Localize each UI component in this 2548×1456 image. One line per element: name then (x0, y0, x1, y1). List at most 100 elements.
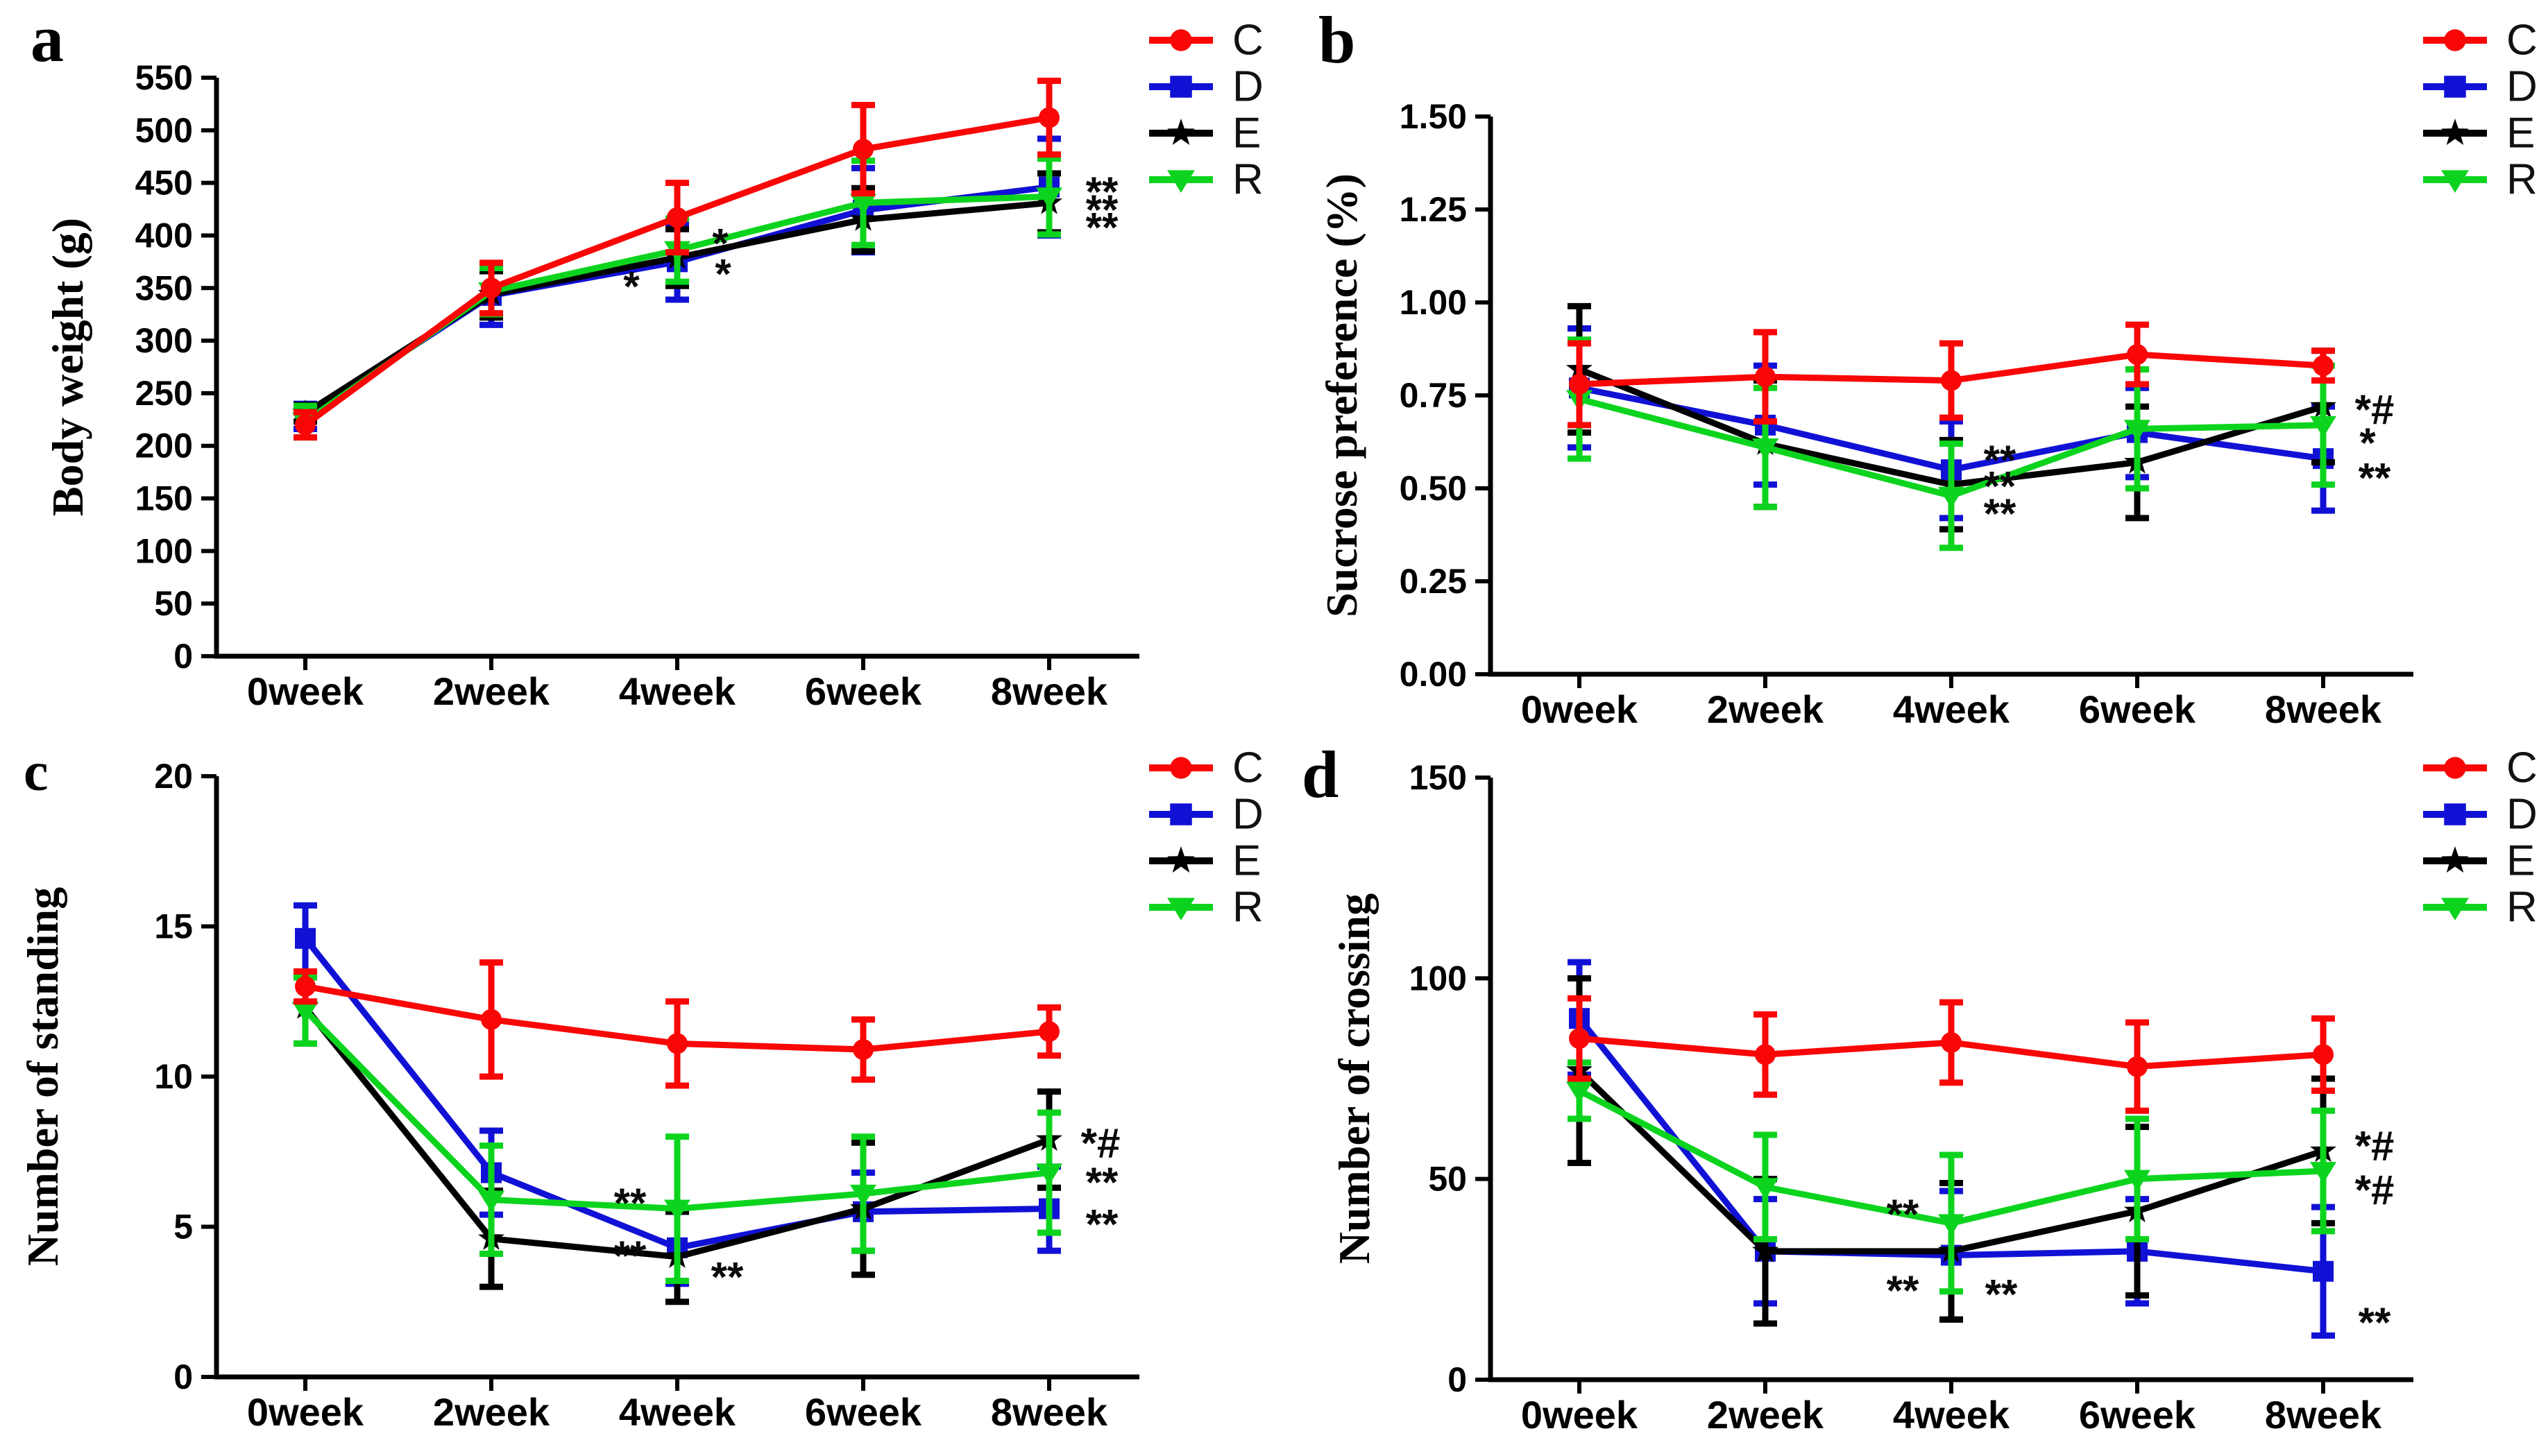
legend-item-R: R (1149, 156, 1264, 204)
legend-label: E (1232, 837, 1261, 885)
x-tick-label: 8week (991, 669, 1108, 713)
marker-triangle-down (1036, 187, 1062, 209)
marker-triangle-down (664, 1199, 690, 1222)
significance-annotation: ** (711, 1253, 744, 1300)
x-tick-label: 6week (805, 669, 922, 713)
legend-item-D: D (2423, 791, 2538, 839)
significance-annotation: ** (614, 1180, 647, 1226)
marker-circle (2444, 757, 2466, 779)
y-tick-label: 0 (173, 1357, 193, 1396)
y-tick-label: 400 (135, 216, 193, 255)
x-tick-label: 4week (619, 669, 736, 713)
marker-circle (1039, 107, 1060, 128)
legend-item-R: R (2423, 884, 2538, 932)
marker-triangle-down (2310, 416, 2336, 438)
y-tick-label: 150 (1409, 758, 1467, 797)
legend-item-R: R (2423, 156, 2538, 204)
x-tick-label: 4week (1893, 687, 2010, 728)
marker-circle (2444, 29, 2466, 51)
panel-c: c Number of standing 0 5 10 15 20 0week 2week 4… (0, 728, 1274, 1456)
significance-annotation: ** (1086, 169, 1119, 215)
y-tick-label: 550 (135, 58, 193, 97)
marker-circle (481, 1009, 502, 1030)
significance-annotation: ** (1984, 463, 2016, 510)
x-tick-label: 2week (1707, 1393, 1824, 1437)
marker-triangle-down (2441, 170, 2469, 193)
y-tick-label: 10 (154, 1057, 193, 1096)
series-C (294, 78, 1061, 441)
y-tick-label: 250 (135, 374, 193, 413)
panel-b: b Sucrose preference (%) 0.00 0.25 0.50 0.7… (1274, 0, 2548, 729)
legend-item-R: R (1149, 884, 1264, 932)
panel-a: a Body weight (g) 0 50 100 150 200 250 300 350 4… (0, 0, 1274, 728)
panel-letter-d: d (1302, 737, 1339, 812)
marker-square (295, 927, 316, 949)
y-tick-label: 1.00 (1400, 283, 1467, 322)
axes (214, 78, 1139, 659)
x-tick-label: 6week (2079, 687, 2196, 728)
series-R (1566, 1059, 2336, 1295)
legend-label: C (2506, 744, 2538, 792)
marker-triangle-down (2310, 1162, 2336, 1184)
plot-area-d: 0 50 100 150 0week 2week 4week 6week 8week ** ** **… (1409, 744, 2538, 1437)
legend-label: E (2506, 837, 2535, 885)
marker-square (2444, 76, 2466, 98)
legend-item-D: D (2423, 63, 2538, 111)
significance-annotation: ** (1985, 1271, 2018, 1318)
significance-annotation: ** (1086, 187, 1119, 233)
y-tick-label: 0.75 (1400, 376, 1467, 415)
plot-area-a: 0 50 100 150 200 250 300 350 400 450 500 550 0week 2w… (135, 17, 1264, 714)
panel-letter-c: c (24, 742, 49, 803)
significance-annotation: ** (1984, 437, 2016, 483)
legend-item-E: E (2423, 110, 2535, 157)
marker-circle (2313, 1044, 2334, 1065)
marker-circle (1941, 1031, 1962, 1053)
marker-circle (1170, 29, 1192, 51)
y-tick-label: 150 (135, 479, 193, 518)
x-tick-label: 0week (247, 1390, 364, 1434)
legend-label: C (2506, 17, 2538, 65)
significance-annotation: * (712, 220, 729, 266)
x-tick-label: 0week (247, 669, 364, 713)
marker-triangle-down (1938, 1214, 1964, 1236)
legend-label: R (2506, 156, 2538, 204)
marker-star (2441, 846, 2469, 873)
y-tick-label: 450 (135, 164, 193, 203)
y-tick-label: 350 (135, 268, 193, 307)
marker-triangle-down (1036, 1163, 1062, 1185)
series-R (292, 974, 1062, 1284)
marker-triangle-down (1938, 486, 1964, 508)
marker-star (1167, 846, 1195, 873)
marker-circle (2313, 355, 2334, 377)
x-tick-label: 2week (1707, 687, 1824, 728)
y-tick-label: 0 (173, 637, 193, 676)
y-tick-label: 200 (135, 427, 193, 465)
marker-circle (2127, 344, 2148, 366)
marker-square (2313, 1260, 2334, 1282)
significance-annotation: ** (1887, 1267, 1919, 1314)
marker-star (1167, 119, 1195, 145)
significance-annotation: * (623, 264, 640, 310)
y-tick-label: 50 (154, 584, 193, 623)
plot-area-b: 0.00 0.25 0.50 0.75 1.00 1.25 1.50 0week 2week 4w… (1400, 17, 2538, 729)
y-tick-label: 15 (154, 907, 193, 946)
legend-item-D: D (1149, 63, 1264, 111)
y-tick-label: 0.00 (1400, 655, 1467, 694)
legend-item-C: C (2423, 744, 2538, 792)
legend-item-E: E (1149, 837, 1261, 885)
marker-triangle-down (2124, 420, 2150, 442)
x-tick-label: 2week (433, 1390, 550, 1434)
x-tick-label: 8week (2265, 1393, 2382, 1437)
marker-triangle-down (1167, 898, 1195, 920)
significance-annotation: *# (2355, 386, 2395, 433)
y-tick-label: 0 (1447, 1360, 1467, 1399)
significance-annotation: * (715, 250, 731, 297)
significance-annotation: ** (2359, 1299, 2391, 1346)
y-tick-label: 100 (135, 531, 193, 570)
legend-label: R (1232, 156, 1264, 204)
y-tick-label: 0.50 (1400, 469, 1467, 508)
marker-square (1170, 76, 1192, 98)
